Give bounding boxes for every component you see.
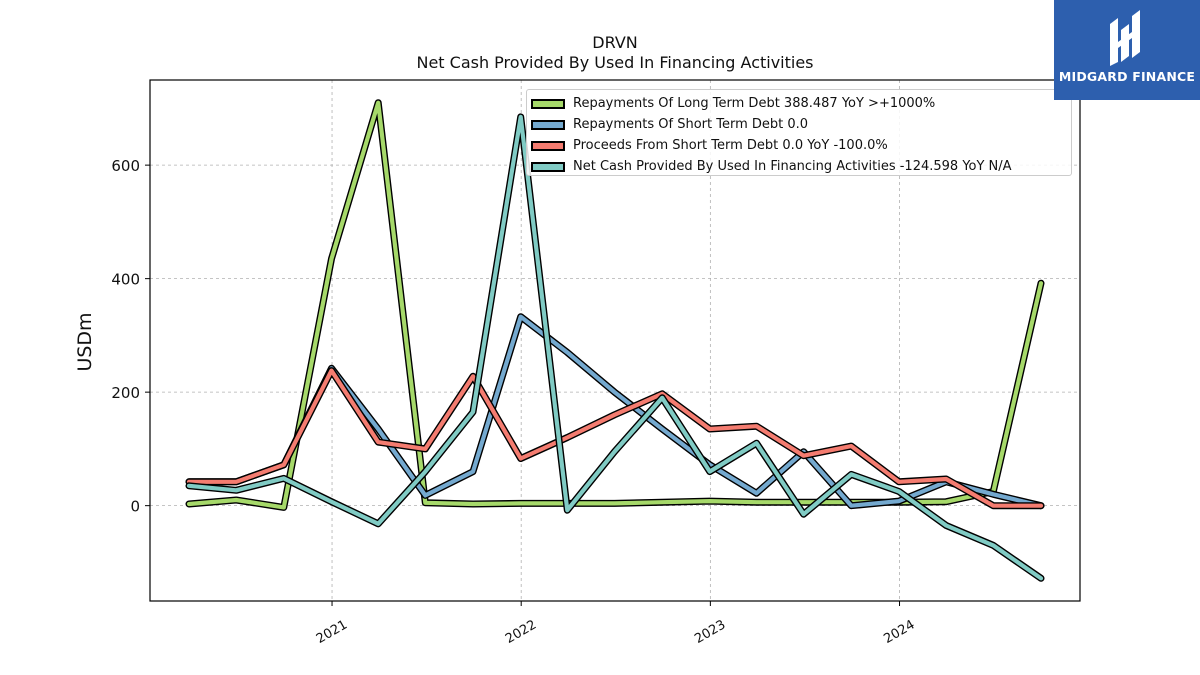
legend-swatch-short-term-debt-proceeds bbox=[531, 140, 565, 151]
legend-entry: Net Cash Provided By Used In Financing A… bbox=[531, 156, 1071, 177]
plot-frame bbox=[149, 79, 1081, 602]
y-tick-label: 600 bbox=[111, 157, 140, 175]
series-lines bbox=[185, 99, 1045, 582]
legend-label: Proceeds From Short Term Debt 0.0 YoY -1… bbox=[573, 138, 888, 153]
series-stroke bbox=[186, 368, 1044, 508]
x-tick-label: 2023 bbox=[692, 617, 728, 647]
legend-swatch-short-term-debt-repayments bbox=[531, 119, 565, 130]
y-tick-label: 200 bbox=[111, 384, 140, 402]
series-stroke bbox=[186, 114, 1044, 581]
series-line-3 bbox=[185, 113, 1045, 582]
series-line-2 bbox=[185, 367, 1045, 510]
y-axis: 0 200 400 600 bbox=[111, 157, 150, 516]
legend-swatch-net-cash-financing bbox=[531, 161, 565, 172]
chart-title-ticker: DRVN bbox=[592, 33, 638, 52]
legend-entry: Repayments Of Long Term Debt 388.487 YoY… bbox=[531, 93, 1071, 114]
legend-label: Repayments Of Short Term Debt 0.0 bbox=[573, 117, 809, 132]
y-tick-label: 400 bbox=[111, 271, 140, 289]
y-axis-label: USDm bbox=[74, 312, 96, 371]
x-axis: 2021 2022 2023 2024 bbox=[314, 601, 918, 647]
y-tick-label: 0 bbox=[130, 498, 140, 516]
legend-label: Repayments Of Long Term Debt 388.487 YoY… bbox=[573, 96, 936, 111]
x-tick-label: 2021 bbox=[314, 617, 350, 647]
chart-legend: Repayments Of Long Term Debt 388.487 YoY… bbox=[526, 89, 1072, 176]
x-tick-label: 2022 bbox=[503, 617, 539, 647]
midgard-finance-logo: MIDGARD FINANCE bbox=[1054, 0, 1200, 100]
logo-text: MIDGARD FINANCE bbox=[1058, 69, 1196, 84]
legend-entry: Repayments Of Short Term Debt 0.0 bbox=[531, 114, 1071, 135]
legend-entry: Proceeds From Short Term Debt 0.0 YoY -1… bbox=[531, 135, 1071, 156]
legend-swatch-long-term-debt bbox=[531, 98, 565, 109]
legend-label: Net Cash Provided By Used In Financing A… bbox=[573, 159, 1012, 174]
x-tick-label: 2024 bbox=[881, 617, 917, 647]
chart-title-metric: Net Cash Provided By Used In Financing A… bbox=[416, 53, 814, 72]
logo-mark-icon bbox=[1110, 10, 1140, 66]
